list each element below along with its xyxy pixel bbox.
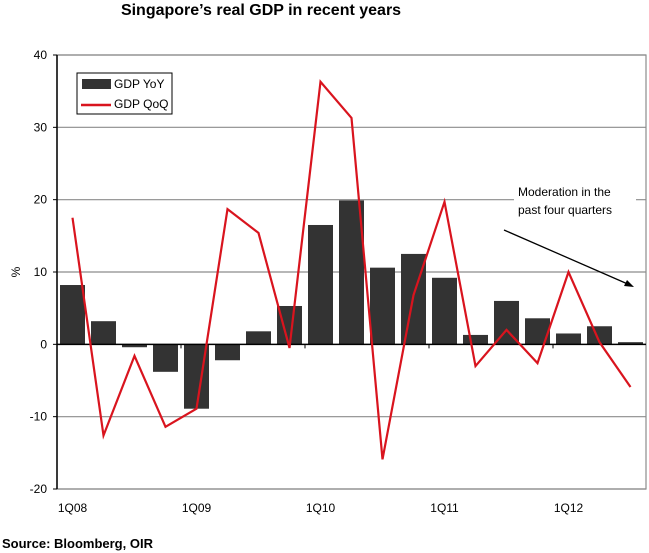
legend-label-gdp-yoy: GDP YoY xyxy=(114,77,164,91)
y-tick-label: -10 xyxy=(30,410,48,424)
annotation-line-1: Moderation in the xyxy=(518,185,611,199)
bar-2Q10 xyxy=(339,200,364,345)
bar-3Q09 xyxy=(246,331,271,345)
annotation-arrow-line xyxy=(503,229,631,286)
y-tick-label: 0 xyxy=(40,337,47,351)
x-axis xyxy=(57,343,646,349)
y-tick-label: 10 xyxy=(34,265,48,279)
bar-3Q11 xyxy=(494,300,519,345)
annotation: Moderation in the past four quarters xyxy=(503,180,636,287)
y-tick-label: 30 xyxy=(34,120,48,134)
y-axis: 40 30 20 10 0 -10 -20 xyxy=(30,48,58,496)
line-series-gdp-qoq xyxy=(71,79,632,460)
bar-2Q11 xyxy=(463,334,488,345)
y-axis-label: % xyxy=(9,266,23,277)
bar-3Q08 xyxy=(122,344,147,348)
bar-3Q10 xyxy=(370,267,395,345)
x-tick-label: 1Q10 xyxy=(306,501,336,515)
annotation-arrowhead-icon xyxy=(624,280,634,287)
x-tick-label: 1Q09 xyxy=(182,501,212,515)
bar-3Q12 xyxy=(618,342,643,345)
annotation-line-2: past four quarters xyxy=(518,203,612,217)
bar-series-gdp-yoy xyxy=(60,200,643,409)
legend-swatch-gdp-yoy xyxy=(82,79,111,89)
x-tick-label: 1Q08 xyxy=(58,501,88,515)
y-tick-label: 20 xyxy=(34,193,48,207)
chart-title: Singapore’s real GDP in recent years xyxy=(121,2,401,19)
bar-1Q11 xyxy=(432,277,457,345)
legend: GDP YoY GDP QoQ xyxy=(76,72,173,115)
bar-4Q08 xyxy=(153,344,178,372)
bar-4Q09 xyxy=(277,305,302,345)
bar-1Q12 xyxy=(556,333,581,345)
y-tick-label: 40 xyxy=(34,48,48,62)
bar-2Q08 xyxy=(91,321,116,345)
annotation-background xyxy=(514,180,636,220)
y-tick-label: -20 xyxy=(30,482,48,496)
x-tick-labels: 1Q08 1Q09 1Q10 1Q11 1Q12 xyxy=(58,501,584,515)
source-note: Source: Bloomberg, OIR xyxy=(2,536,154,551)
x-tick-label: 1Q11 xyxy=(430,501,459,515)
x-tick-label: 1Q12 xyxy=(554,501,584,515)
bar-1Q08 xyxy=(60,285,85,345)
bar-2Q12 xyxy=(587,326,612,345)
legend-label-gdp-qoq: GDP QoQ xyxy=(114,97,168,111)
bar-2Q09 xyxy=(215,344,240,361)
bar-1Q10 xyxy=(308,224,333,345)
